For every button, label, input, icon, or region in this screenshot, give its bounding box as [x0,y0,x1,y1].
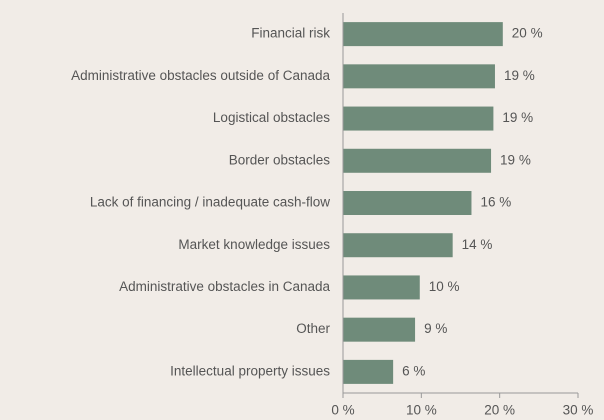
category-label: Administrative obstacles in Canada [119,279,330,294]
value-label: 19 % [500,152,531,167]
bar [343,64,495,89]
value-label: 14 % [462,237,493,252]
value-label: 19 % [502,110,533,125]
x-tick-label: 20 % [484,403,515,418]
value-label: 9 % [424,321,447,336]
category-label: Financial risk [251,26,330,41]
value-label: 6 % [402,363,425,378]
bar [343,275,420,300]
category-label: Intellectual property issues [170,363,330,378]
category-label: Administrative obstacles outside of Cana… [71,68,330,83]
category-label: Other [296,321,330,336]
x-tick-label: 0 % [331,403,354,418]
bar [343,191,472,215]
value-label: 20 % [512,26,543,41]
category-label: Border obstacles [229,152,331,167]
category-label: Lack of financing / inadequate cash-flow [90,195,330,210]
bar [343,22,503,47]
bar [343,148,492,173]
value-label: 10 % [429,279,460,294]
x-tick-label: 10 % [406,403,437,418]
x-tick-label: 30 % [563,403,594,418]
bar [343,359,394,384]
bar [343,233,453,258]
category-label: Market knowledge issues [178,237,330,252]
value-label: 16 % [480,195,511,210]
category-label: Logistical obstacles [213,110,330,125]
bar [343,317,416,342]
bar [343,106,494,131]
value-label: 19 % [504,68,535,83]
